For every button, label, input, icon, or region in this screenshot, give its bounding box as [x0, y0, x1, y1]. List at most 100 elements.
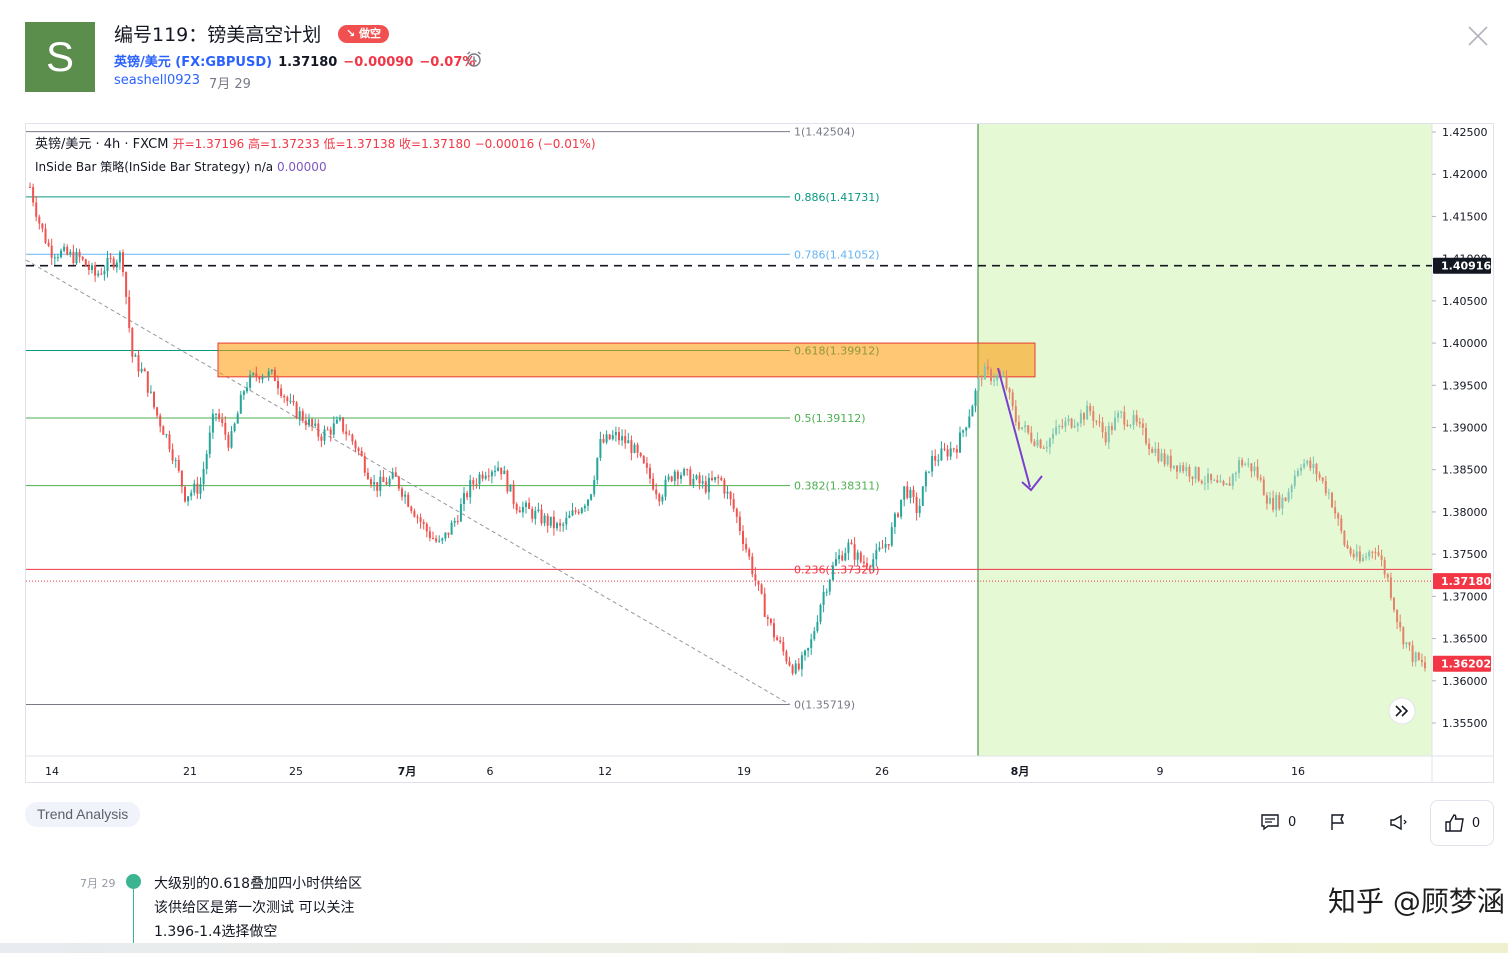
projection-zone — [978, 124, 1432, 756]
candle-body — [602, 438, 605, 443]
candle-body — [1036, 439, 1039, 446]
comments-button[interactable]: 0 — [1260, 812, 1296, 832]
candle-body — [512, 484, 515, 505]
candle-body — [1318, 474, 1321, 478]
candle-body — [909, 489, 912, 498]
candle-body — [742, 530, 744, 544]
candle-body — [1238, 460, 1240, 473]
candle-body — [1265, 495, 1268, 504]
candle-body — [903, 486, 906, 500]
candle-body — [1352, 553, 1355, 558]
candle-body — [1151, 449, 1154, 453]
candle-body — [528, 502, 531, 509]
candle-body — [633, 444, 636, 453]
candle-body — [428, 531, 431, 539]
chart-frame[interactable] — [25, 123, 1494, 783]
candle-body — [143, 368, 146, 372]
candle-body — [583, 505, 586, 509]
candle-body — [621, 436, 624, 441]
close-icon[interactable] — [1466, 24, 1490, 48]
candle-body — [946, 449, 949, 457]
candle-body — [370, 479, 372, 485]
candle-body — [636, 444, 639, 453]
author-link[interactable]: seashell0923 — [114, 73, 201, 88]
candle-body — [1182, 465, 1185, 472]
candle-body — [283, 396, 286, 398]
candle-body — [208, 432, 211, 454]
candle-body — [608, 434, 611, 440]
candle-body — [221, 419, 224, 424]
alarm-clock-icon[interactable] — [465, 50, 483, 68]
candle-body — [754, 574, 757, 581]
candle-body — [273, 369, 276, 382]
candle-body — [1200, 480, 1203, 484]
time-tick-label: 12 — [598, 765, 612, 778]
indicator-name[interactable]: InSide Bar 策略(InSide Bar Strategy) — [35, 160, 251, 174]
candle-body — [326, 429, 329, 431]
candle-body — [881, 547, 884, 549]
symbol-link[interactable]: 英镑/美元 (FX:GBPUSD) — [114, 55, 273, 70]
timeline-text-2: 该供给区是第一次测试 可以关注 — [154, 900, 355, 916]
legend-symbol[interactable]: 英镑/美元 · 4h · FXCM — [35, 137, 169, 152]
candle-body — [131, 328, 134, 357]
candle-body — [84, 259, 87, 266]
candle-body — [115, 262, 118, 268]
candle-body — [354, 441, 357, 449]
candle-body — [1033, 441, 1036, 446]
candle-body — [168, 434, 171, 450]
candle-body — [249, 374, 252, 388]
candle-body — [766, 616, 769, 619]
candle-body — [339, 417, 341, 420]
candle-body — [1014, 406, 1017, 422]
candle-body — [35, 202, 38, 217]
candle-body — [546, 515, 549, 526]
share-icon[interactable] — [1388, 812, 1408, 832]
candle-body — [211, 413, 214, 433]
candle-body — [1334, 507, 1337, 514]
candle-body — [587, 499, 589, 506]
candle-body — [1303, 463, 1306, 468]
candle-body — [497, 467, 500, 471]
tag-trend-analysis[interactable]: Trend Analysis — [25, 802, 141, 827]
candle-body — [912, 489, 915, 497]
candle-body — [1216, 479, 1219, 483]
candle-body — [413, 511, 416, 517]
candle-body — [270, 369, 273, 372]
candle-body — [828, 579, 831, 592]
candle-body — [1048, 438, 1051, 448]
fib-level-label: 0.382(1.38311) — [794, 480, 880, 493]
candle-body — [122, 252, 124, 273]
time-tick-label: 14 — [45, 765, 59, 778]
like-button[interactable]: 0 — [1430, 800, 1494, 846]
candle-body — [627, 440, 630, 444]
fib-level-label: 0.786(1.41052) — [794, 248, 880, 261]
candle-body — [717, 477, 720, 479]
candle-body — [233, 423, 236, 432]
price-tick-label: 1.41500 — [1442, 210, 1488, 223]
candle-body — [50, 245, 53, 258]
candle-body — [1287, 492, 1290, 501]
candle-body — [1393, 597, 1395, 610]
price-badge-label: 1.37180 — [1441, 575, 1491, 588]
candle-body — [732, 499, 735, 509]
candle-body — [1244, 464, 1247, 466]
candle-body — [345, 431, 348, 435]
candle-body — [807, 648, 810, 651]
indicator-value: 0.00000 — [276, 160, 327, 174]
double-chevron-right-icon[interactable] — [1395, 705, 1409, 717]
time-tick-label: 21 — [183, 765, 197, 778]
flag-icon[interactable] — [1328, 812, 1348, 832]
time-tick-label: 6 — [487, 765, 494, 778]
candle-body — [153, 391, 155, 408]
bottom-scrollbar[interactable] — [0, 943, 1508, 953]
candle-body — [1281, 497, 1284, 509]
candle-body — [459, 504, 462, 522]
price-change-pct: −0.07% — [419, 55, 476, 70]
price-tick-label: 1.40500 — [1442, 295, 1488, 308]
timeline-dot — [126, 874, 141, 889]
avatar[interactable]: S — [25, 22, 95, 92]
candle-body — [298, 411, 301, 419]
candle-body — [1073, 426, 1076, 428]
candle-body — [1377, 552, 1380, 556]
price-chart[interactable]: 1(1.42504) 0.886(1.41731) 0.786(1.41052) 0.… — [0, 0, 1508, 800]
